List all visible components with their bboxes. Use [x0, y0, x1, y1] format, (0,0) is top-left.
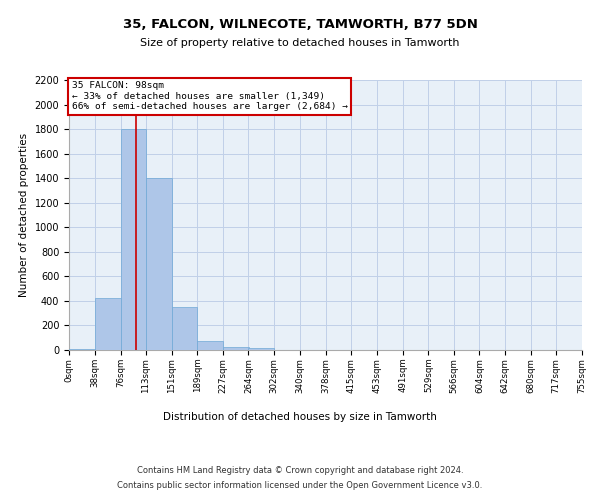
Text: Contains public sector information licensed under the Open Government Licence v3: Contains public sector information licen…: [118, 481, 482, 490]
Bar: [95, 298, 121, 350]
Bar: [146, 178, 172, 350]
Bar: [172, 307, 197, 350]
Bar: [197, 341, 223, 350]
Text: Distribution of detached houses by size in Tamworth: Distribution of detached houses by size …: [163, 412, 437, 422]
Bar: [248, 348, 274, 350]
Y-axis label: Number of detached properties: Number of detached properties: [19, 133, 29, 297]
Bar: [121, 129, 146, 350]
Text: Size of property relative to detached houses in Tamworth: Size of property relative to detached ho…: [140, 38, 460, 48]
Text: 35, FALCON, WILNECOTE, TAMWORTH, B77 5DN: 35, FALCON, WILNECOTE, TAMWORTH, B77 5DN: [122, 18, 478, 30]
Bar: [223, 347, 249, 350]
Text: 35 FALCON: 98sqm
← 33% of detached houses are smaller (1,349)
66% of semi-detach: 35 FALCON: 98sqm ← 33% of detached house…: [71, 82, 347, 111]
Text: Contains HM Land Registry data © Crown copyright and database right 2024.: Contains HM Land Registry data © Crown c…: [137, 466, 463, 475]
